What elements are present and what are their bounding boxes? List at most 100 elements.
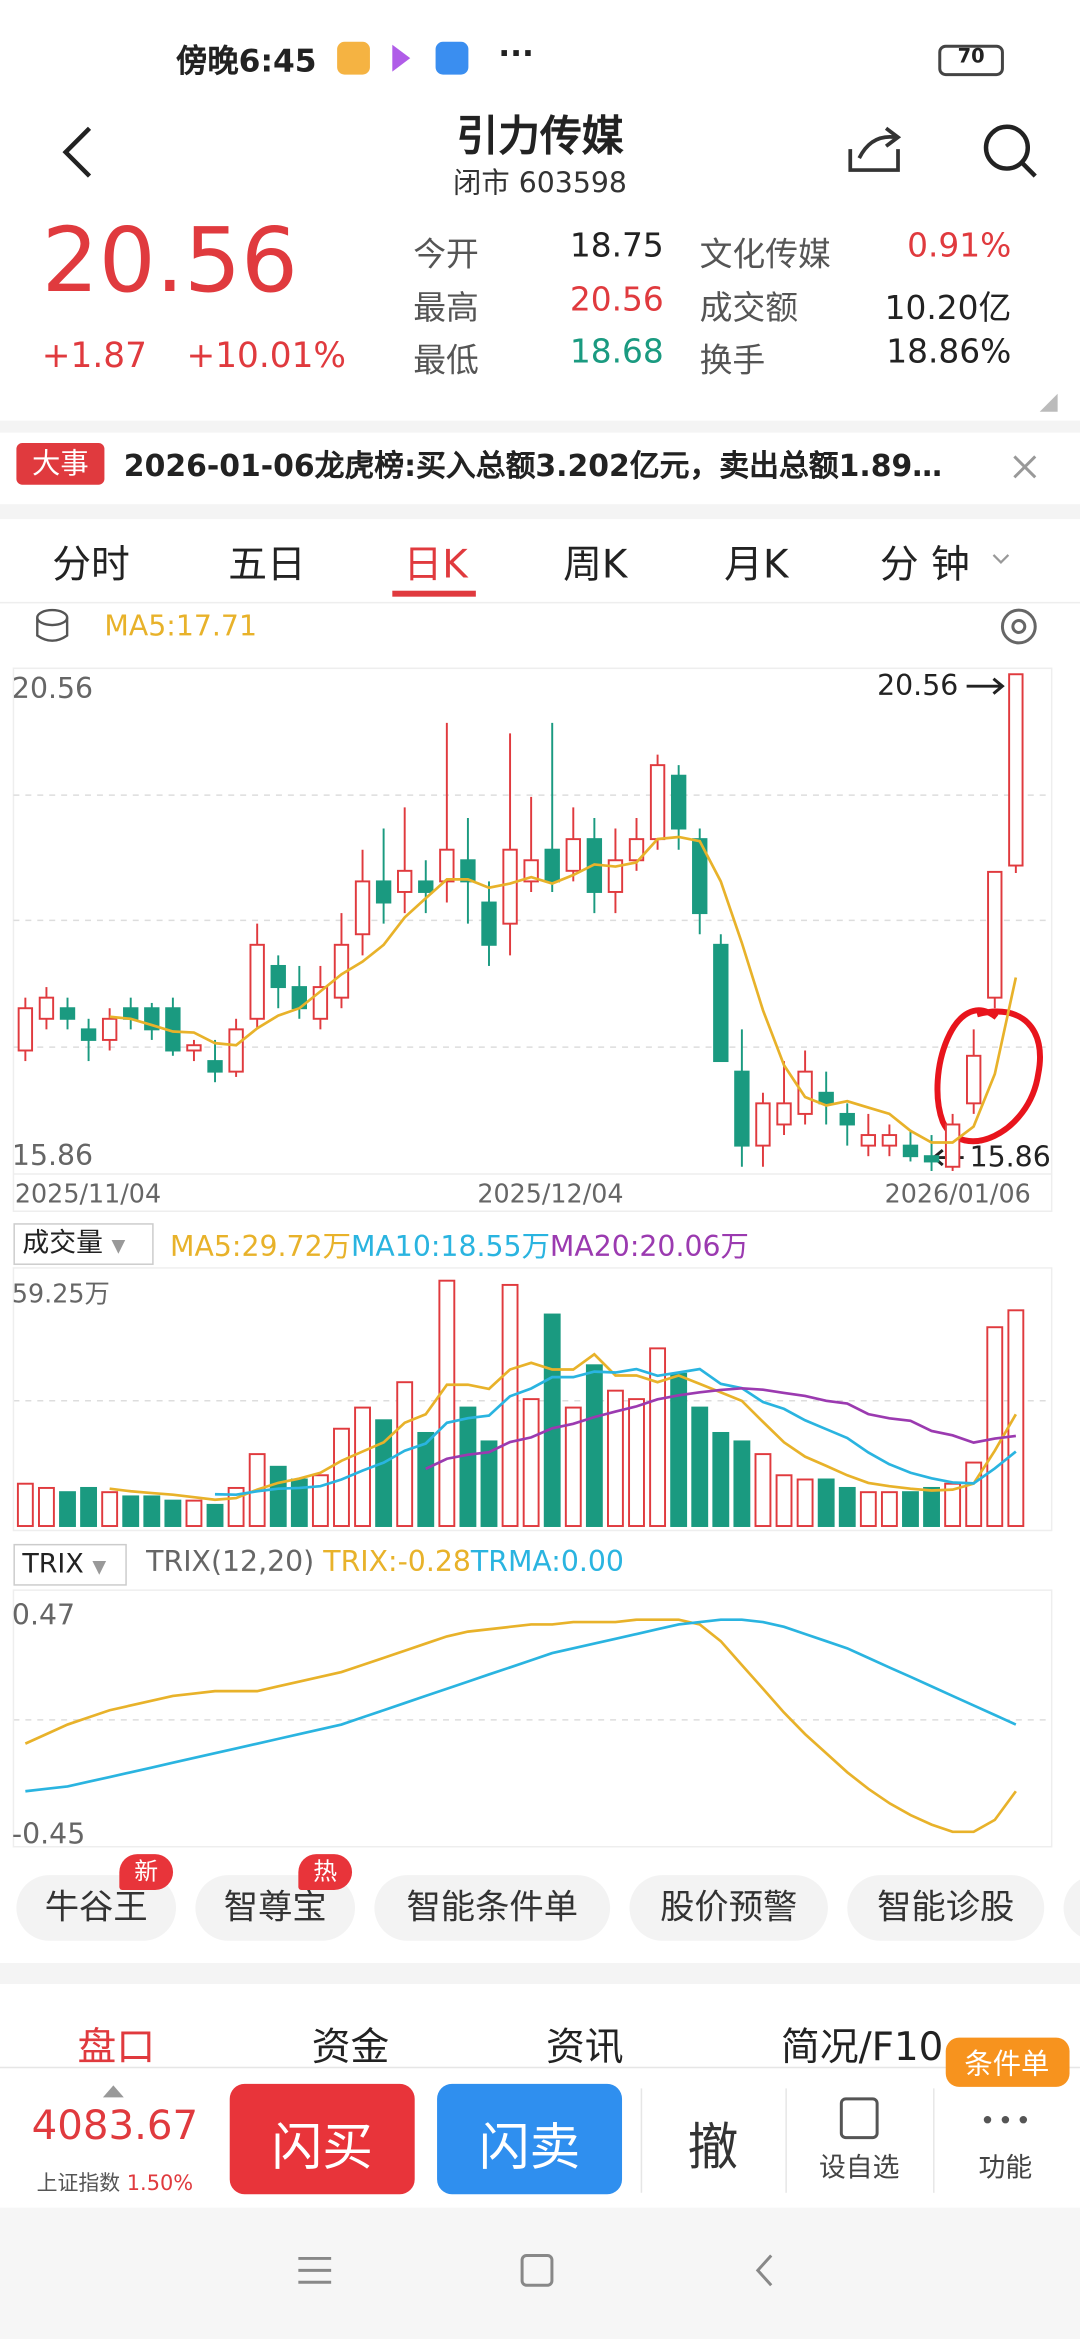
volume-bar — [628, 1398, 645, 1527]
gear-icon — [1011, 619, 1027, 634]
volume-bar — [880, 1491, 898, 1527]
divider — [0, 1963, 1080, 1984]
volume-bar — [838, 1486, 856, 1527]
hand-circle — [934, 1007, 1043, 1144]
tool-pill[interactable]: 智能诊股 — [847, 1875, 1045, 1941]
db-icon — [36, 617, 69, 642]
buy-text: 闪买 — [271, 2118, 373, 2178]
volume-bar — [59, 1491, 76, 1527]
tool-pill[interactable]: 股价预警 — [629, 1875, 828, 1941]
tool-pill[interactable]: 智尊宝 — [195, 1875, 356, 1941]
volume-select[interactable]: 成交量 ▼ — [13, 1223, 154, 1265]
volume-bar — [269, 1465, 287, 1527]
volume-bar — [522, 1398, 540, 1527]
volume-bar — [754, 1453, 772, 1527]
nav-home[interactable] — [520, 2253, 554, 2287]
volume-bar — [986, 1326, 1004, 1527]
candle-body — [797, 1070, 813, 1115]
bottom-tab[interactable]: 资金 — [311, 2025, 390, 2071]
bottom-tab[interactable]: 盘口 — [77, 2025, 156, 2071]
volume-bar — [564, 1406, 582, 1527]
candle-body — [1008, 673, 1024, 867]
news-tag: 大事 — [16, 443, 105, 485]
candle-body — [523, 859, 539, 883]
trma-name: TRMA:0.00 — [470, 1545, 624, 1579]
candle-body — [397, 869, 413, 893]
volume-bar — [607, 1389, 624, 1527]
candle-body — [881, 1134, 898, 1147]
index-name: 上证指数 — [36, 2171, 121, 2196]
stat-value: 20.56 — [569, 281, 664, 320]
chart-frame — [12, 1589, 1053, 1848]
volume-ma: MA5:29.72万MA10:18.55万MA20:20.06万 — [170, 1225, 749, 1265]
ma-label: MA5:17.71 — [104, 610, 257, 643]
change: +1.87 — [41, 337, 147, 376]
sell-button[interactable] — [437, 2083, 623, 2195]
db-icon — [36, 608, 69, 627]
stat-label: 今开 — [413, 237, 479, 275]
tab[interactable]: 周K — [563, 542, 628, 588]
more-text[interactable]: 功能 — [978, 2152, 1033, 2184]
stat-value: 18.68 — [569, 334, 664, 372]
trix-legend: TRIX(12,20) TRIX:-0.28TRMA:0.00 — [146, 1545, 624, 1578]
trix-line — [25, 1618, 1017, 1793]
ma10: MA10:18.55万 — [350, 1230, 550, 1264]
stat-value: 10.20亿 — [884, 290, 1012, 329]
date-label: 2025/12/04 — [477, 1179, 624, 1210]
candle-body — [860, 1134, 877, 1147]
tab[interactable]: 五日 — [228, 542, 306, 588]
candle-body — [502, 848, 518, 925]
tab[interactable]: 月K — [724, 542, 789, 588]
candle-body — [944, 1123, 961, 1168]
bottom-tab[interactable]: 资讯 — [545, 2025, 624, 2071]
tab[interactable]: 分 钟 — [879, 542, 970, 588]
tool-badge: 热 — [298, 1854, 353, 1890]
search-icon[interactable] — [983, 124, 1031, 171]
buy-button[interactable] — [229, 2083, 415, 2195]
candle-body — [460, 859, 476, 883]
nav-back[interactable] — [755, 2254, 773, 2287]
sell-text: 闪卖 — [478, 2118, 581, 2178]
cancel-button[interactable]: 撤 — [687, 2118, 739, 2178]
watch-text[interactable]: 设自选 — [818, 2152, 900, 2184]
volume-bar — [375, 1419, 393, 1527]
volume-bar — [543, 1313, 561, 1527]
volume-ma-line — [425, 1386, 1017, 1471]
more-icon — [983, 2115, 1028, 2124]
back-icon[interactable] — [62, 126, 92, 178]
gear-icon[interactable] — [1000, 608, 1037, 645]
volume-bar — [965, 1461, 983, 1527]
trix-line — [24, 1618, 1017, 1834]
volume-bar — [16, 1482, 34, 1527]
nav-menu[interactable] — [298, 2256, 332, 2284]
tab[interactable]: 日K — [403, 542, 468, 588]
bottom-tab[interactable]: 简况/F10 — [781, 2025, 944, 2071]
close-icon[interactable] — [1013, 455, 1037, 479]
candle-body — [670, 774, 687, 830]
candle-body — [692, 838, 708, 915]
chevron — [992, 554, 1010, 564]
volume-ma-line — [214, 1367, 1017, 1497]
candle-body — [987, 870, 1003, 999]
status-icons — [337, 41, 1004, 77]
candle-body — [439, 848, 455, 883]
tool-pill[interactable]: 智能条件单 — [374, 1875, 611, 1941]
news-text[interactable]: 2026-01-06龙虎榜:买入总额3.202亿元，卖出总额1.89… — [123, 447, 943, 484]
tab[interactable]: 分时 — [52, 542, 130, 588]
share-icon[interactable] — [848, 126, 902, 172]
volume-bar — [712, 1431, 730, 1527]
trix-select[interactable]: TRIX ▼ — [13, 1543, 127, 1586]
volume-bar — [902, 1491, 919, 1527]
low-label: 15.86 — [969, 1141, 1051, 1174]
candle-body — [565, 838, 581, 872]
divider — [0, 420, 1080, 433]
battery: 70 — [957, 46, 985, 69]
candle-body — [418, 880, 434, 893]
ma20: MA20:20.06万 — [549, 1230, 749, 1264]
trix-params: TRIX(12,20) — [146, 1545, 315, 1579]
status-dots: ··· — [498, 35, 534, 72]
divider — [0, 504, 1080, 520]
volume-bar — [923, 1486, 940, 1527]
candle-body — [101, 1017, 118, 1041]
